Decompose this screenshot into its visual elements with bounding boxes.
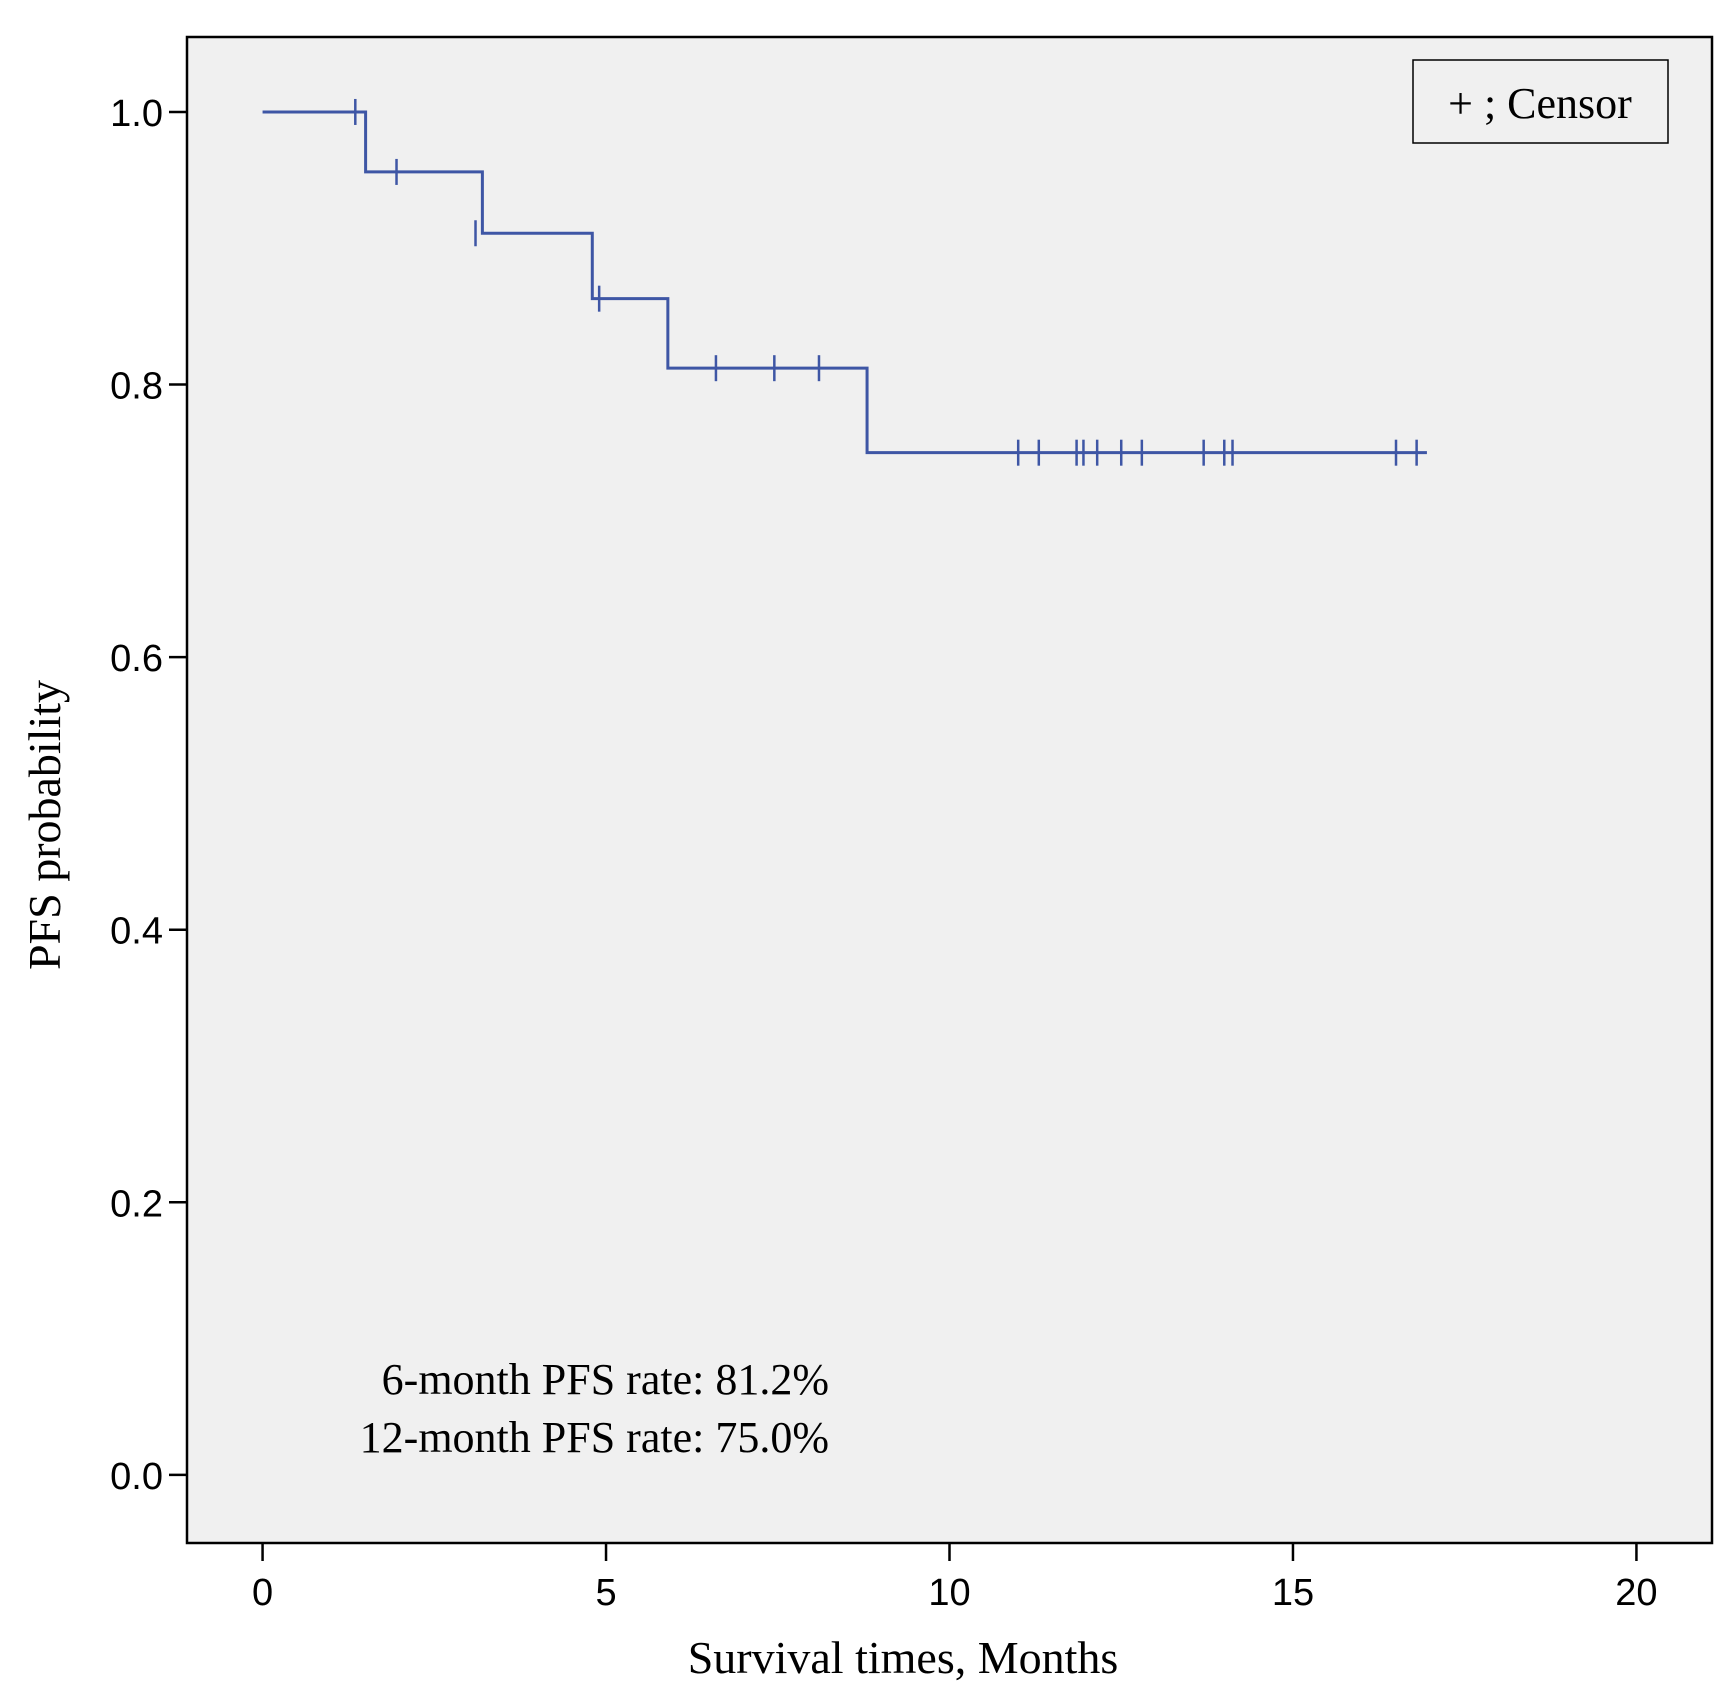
y-tick-label: 0.6 [110,638,163,680]
x-tick-label: 5 [595,1572,616,1614]
survival-curve [262,110,1427,455]
legend: + ; Censor [1412,59,1669,144]
y-tick-label: 0.4 [110,911,163,953]
x-tick-label: 20 [1615,1572,1657,1614]
x-axis-ticks: 0 5 10 15 20 [252,1543,1658,1614]
pfs-rate-annotations: 6-month PFS rate: 81.2% 12-month PFS rat… [360,1355,829,1462]
y-tick-label: 0.0 [110,1456,163,1498]
x-tick-label: 10 [928,1572,970,1614]
annotation-12-month: 12-month PFS rate: 75.0% [360,1413,829,1462]
plot-area [185,35,1714,1545]
y-tick-label: 0.8 [110,366,163,408]
y-tick-label: 0.2 [110,1183,163,1225]
x-tick-label: 0 [252,1572,273,1614]
y-axis-title: PFS probability [19,680,70,970]
legend-box [1412,59,1669,144]
x-tick-label: 15 [1272,1572,1314,1614]
censor-marks [354,98,1418,466]
y-tick-label: 1.0 [110,93,163,135]
legend-censor-label: + ; Censor [1448,79,1632,128]
x-axis-title: Survival times, Months [688,1632,1119,1683]
annotation-6-month: 6-month PFS rate: 81.2% [382,1355,829,1404]
y-axis-ticks: 0.0 0.2 0.4 0.6 0.8 1.0 [110,93,187,1498]
